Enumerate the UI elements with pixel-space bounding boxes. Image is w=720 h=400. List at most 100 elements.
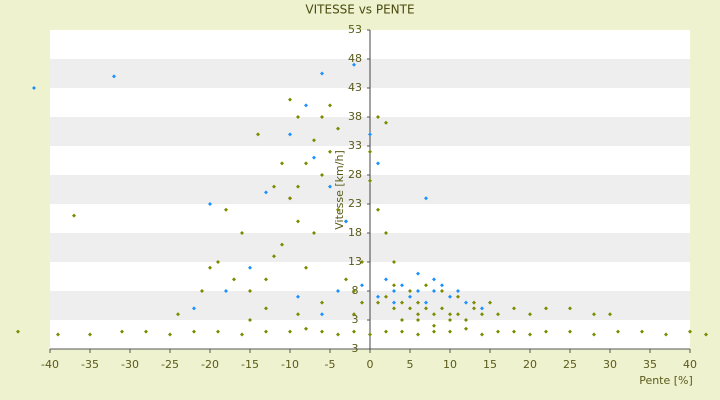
point [488,300,492,305]
point [640,329,644,334]
point [400,300,404,305]
point [296,219,300,224]
point [384,231,388,235]
point [320,300,324,305]
point [456,294,460,299]
point [344,219,348,224]
point [256,132,260,137]
point [400,283,404,288]
x-tick-label: -5 [325,358,336,371]
x-tick-label: 35 [643,358,657,371]
point [320,329,324,334]
x-tick-label: 0 [367,358,374,371]
chart-title: VITESSE vs PENTE [305,3,414,17]
point [288,329,292,334]
point [664,332,668,337]
point [112,74,116,79]
point [592,312,596,317]
y-tick-label: 48 [348,52,362,65]
x-tick-label: 30 [603,358,617,371]
point [512,306,516,311]
point [392,289,396,293]
point [320,115,324,119]
point [424,306,428,311]
point [496,312,500,317]
point [288,196,292,201]
y-tick-label: 18 [348,226,362,239]
point [56,332,60,337]
point [208,202,212,206]
point [224,207,228,212]
point [32,86,36,90]
point [304,326,308,331]
y-tick-label: 38 [348,110,362,123]
point [480,332,484,337]
point [432,312,436,317]
point [392,300,396,305]
point [392,260,396,264]
x-tick-label: 25 [563,358,577,371]
point [424,283,428,288]
point [432,277,436,282]
point [704,332,708,337]
point [408,294,412,299]
point [216,260,220,264]
point [368,132,372,137]
point [456,289,460,293]
point [320,71,324,76]
point [376,300,380,305]
point [312,231,316,235]
point [240,332,244,337]
point [368,332,372,337]
point [288,97,292,102]
point [480,306,484,311]
point [304,103,308,108]
point [264,306,268,311]
point [472,306,476,311]
point [544,329,548,334]
point [568,306,572,311]
point [544,306,548,311]
y-tick-label: 23 [348,197,362,210]
point [216,329,220,334]
point [344,277,348,282]
point [352,312,356,317]
point [480,312,484,317]
y-axis-label: Vitesse [km/h] [333,150,346,230]
point [368,149,372,154]
point [264,277,268,282]
x-tick-label: -35 [81,358,99,371]
point [496,329,500,334]
point [280,242,284,247]
point [424,196,428,201]
point [568,329,572,334]
point [616,329,620,334]
point [320,173,324,177]
point [392,306,396,311]
point [416,312,420,317]
point [280,161,284,166]
point [464,326,468,331]
point [192,329,196,334]
point [312,155,316,160]
point [192,306,196,311]
point [120,329,124,334]
point [336,207,340,212]
point [328,149,332,154]
point [416,289,420,293]
point [448,312,452,317]
point [320,312,324,317]
point [248,289,252,293]
point [376,294,380,299]
point [72,213,76,218]
x-tick-label: 5 [407,358,414,371]
point [432,289,436,293]
point [448,318,452,322]
point [296,115,300,119]
point [400,329,404,334]
point [16,329,20,334]
point [304,161,308,166]
point [440,283,444,288]
point [472,300,476,305]
